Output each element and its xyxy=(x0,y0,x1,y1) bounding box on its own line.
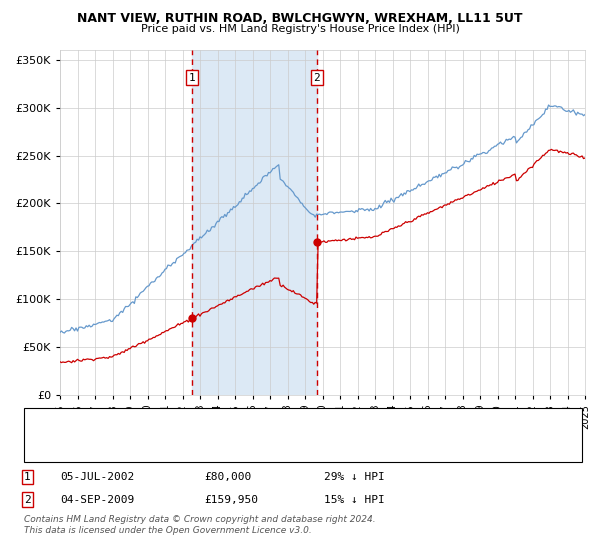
Text: 04-SEP-2009: 04-SEP-2009 xyxy=(60,494,134,505)
Text: Contains HM Land Registry data © Crown copyright and database right 2024.: Contains HM Land Registry data © Crown c… xyxy=(24,515,376,524)
Bar xyxy=(192,50,317,395)
Text: £159,950: £159,950 xyxy=(204,494,258,505)
Text: 2: 2 xyxy=(313,73,320,83)
Text: HPI: Average price, detached house, Wrexham: HPI: Average price, detached house, Wrex… xyxy=(78,438,305,449)
Text: ———: ——— xyxy=(36,415,73,428)
Text: 15% ↓ HPI: 15% ↓ HPI xyxy=(324,494,385,505)
Text: 1: 1 xyxy=(24,472,31,482)
Text: NANT VIEW, RUTHIN ROAD, BWLCHGWYN, WREXHAM, LL11 5UT: NANT VIEW, RUTHIN ROAD, BWLCHGWYN, WREXH… xyxy=(77,12,523,25)
Text: 2: 2 xyxy=(24,494,31,505)
Text: NANT VIEW, RUTHIN ROAD, BWLCHGWYN, WREXHAM, LL11 5UT (detached house): NANT VIEW, RUTHIN ROAD, BWLCHGWYN, WREXH… xyxy=(78,417,481,427)
Text: £80,000: £80,000 xyxy=(204,472,251,482)
Text: Price paid vs. HM Land Registry's House Price Index (HPI): Price paid vs. HM Land Registry's House … xyxy=(140,24,460,34)
Text: This data is licensed under the Open Government Licence v3.0.: This data is licensed under the Open Gov… xyxy=(24,526,312,535)
Text: 05-JUL-2002: 05-JUL-2002 xyxy=(60,472,134,482)
Text: 29% ↓ HPI: 29% ↓ HPI xyxy=(324,472,385,482)
Text: 1: 1 xyxy=(188,73,196,83)
Text: ———: ——— xyxy=(36,437,73,450)
